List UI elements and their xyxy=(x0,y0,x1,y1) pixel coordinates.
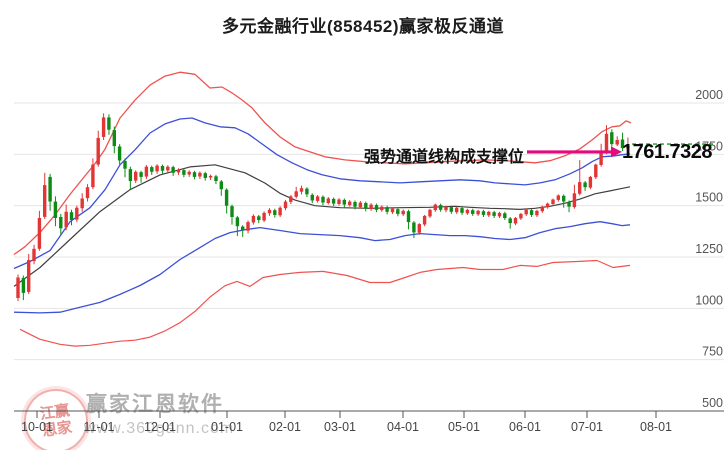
channel-line-lower-red xyxy=(19,259,631,347)
support-price-label: 1761.7328 xyxy=(622,141,713,163)
y-tick-label: 1750 xyxy=(695,139,723,153)
x-tick-label: 03-01 xyxy=(324,420,356,434)
x-tick-label: 05-01 xyxy=(448,420,480,434)
watermark-url: www.360gann.com xyxy=(84,420,235,437)
x-tick-label: 02-01 xyxy=(269,420,301,434)
y-tick-label: 1000 xyxy=(695,293,723,307)
x-tick-label: 01-01 xyxy=(211,420,243,434)
y-tick-label: 2000 xyxy=(695,88,723,102)
y-tick-label: 1250 xyxy=(695,242,723,256)
y-tick-label: 500 xyxy=(702,396,723,410)
support-annotation: 强势通道线构成支撑位 xyxy=(363,149,524,166)
y-tick-label: 1500 xyxy=(695,191,723,205)
candles xyxy=(16,113,630,302)
support-arrow-head xyxy=(611,146,622,158)
page-title: 多元金融行业(858452)赢家极反通道 xyxy=(221,17,505,36)
watermark-brand: 赢家江恩软件 xyxy=(86,393,224,416)
x-tick-label: 10-01 xyxy=(21,420,53,434)
channel-line-upper-blue xyxy=(13,117,631,270)
x-tick-label: 11-01 xyxy=(83,420,114,434)
x-tick-label: 12-01 xyxy=(144,420,176,434)
channel-line-lower-blue xyxy=(13,221,631,314)
y-tick-label: 750 xyxy=(702,345,723,359)
x-tick-label: 04-01 xyxy=(387,420,419,434)
x-tick-label: 08-01 xyxy=(640,420,672,434)
x-tick-label: 06-01 xyxy=(509,420,541,434)
channel-line-upper-red xyxy=(13,71,632,256)
x-tick-label: 07-01 xyxy=(571,420,603,434)
